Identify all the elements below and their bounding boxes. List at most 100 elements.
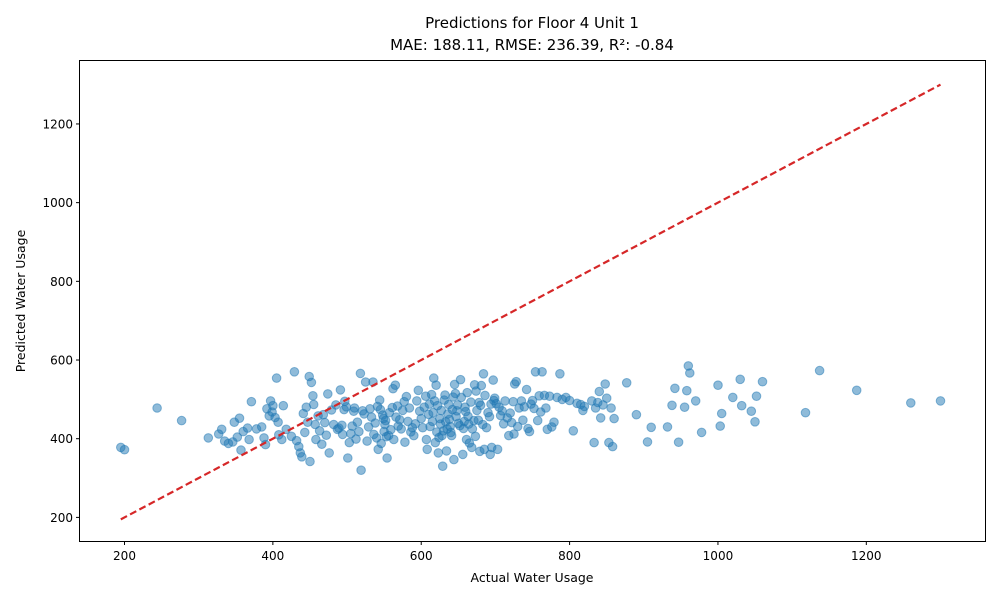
data-point (446, 430, 457, 441)
data-point (362, 436, 372, 446)
data-point (601, 393, 612, 404)
data-point (814, 365, 825, 376)
data-point (521, 384, 532, 395)
data-point (642, 437, 653, 447)
data-point (518, 415, 528, 426)
data-point (736, 400, 747, 411)
data-point (449, 454, 459, 465)
data-point (355, 368, 366, 379)
data-point (421, 434, 432, 445)
data-point (352, 417, 363, 428)
y-axis-ticks: 200 400 600 800 1000 1200 (42, 117, 80, 525)
data-point (176, 415, 187, 426)
data-point (354, 426, 364, 437)
y-tick-label: 200 (50, 511, 73, 525)
data-point (320, 417, 330, 428)
data-point (401, 391, 412, 402)
data-point (343, 453, 353, 463)
data-point (524, 426, 535, 437)
data-point (441, 446, 452, 456)
data-point (433, 448, 444, 458)
data-point (935, 396, 946, 406)
data-point (690, 396, 701, 406)
data-point (317, 439, 327, 450)
y-tick-label: 1200 (42, 117, 73, 131)
data-point (246, 396, 257, 407)
data-point (600, 379, 611, 389)
data-point (410, 419, 421, 429)
data-point (412, 396, 422, 406)
y-tick-label: 600 (50, 354, 73, 368)
data-point (662, 422, 673, 432)
data-point (308, 399, 319, 410)
data-point (455, 374, 466, 385)
data-point (404, 403, 415, 413)
data-point (297, 452, 307, 462)
data-point (422, 444, 433, 455)
data-point (394, 415, 405, 425)
data-point (851, 385, 862, 396)
data-point (549, 417, 559, 428)
data-point (431, 380, 441, 391)
data-point (337, 420, 347, 431)
x-tick-label: 1000 (703, 549, 734, 563)
data-point (273, 417, 283, 428)
data-point (505, 408, 516, 418)
data-point (370, 418, 381, 428)
data-point (500, 396, 510, 406)
data-point (735, 374, 746, 385)
x-axis-ticks: 200 400 600 800 1000 1200 (113, 541, 882, 563)
data-point (337, 429, 348, 440)
chart-subtitle: MAE: 188.11, RMSE: 236.39, R²: -0.84 (390, 36, 674, 54)
data-point (462, 387, 473, 398)
data-point (594, 386, 605, 397)
data-point (750, 417, 760, 427)
data-point (488, 375, 499, 385)
x-axis-label: Actual Water Usage (470, 570, 593, 585)
data-point (323, 389, 333, 399)
data-point (277, 434, 287, 445)
data-point (751, 391, 762, 402)
data-point (606, 403, 616, 413)
data-point (476, 380, 487, 391)
data-point (537, 367, 547, 377)
data-point (119, 444, 130, 455)
data-point (289, 367, 300, 377)
data-point (416, 413, 427, 424)
y-tick-label: 400 (50, 432, 73, 446)
data-point (509, 429, 519, 439)
data-point (492, 444, 503, 455)
data-point (646, 422, 657, 433)
data-point (349, 403, 360, 413)
data-point (440, 390, 450, 400)
data-point (800, 407, 811, 418)
data-point (458, 449, 468, 460)
data-point (906, 398, 916, 408)
data-point (234, 413, 245, 424)
data-point (541, 403, 551, 413)
data-point (152, 403, 162, 413)
data-point (728, 392, 738, 403)
data-point (216, 424, 227, 435)
y-axis-label: Predicted Water Usage (13, 229, 28, 372)
x-tick-label: 400 (261, 549, 284, 563)
data-point (466, 442, 477, 453)
data-point (308, 391, 318, 401)
x-tick-label: 800 (558, 549, 581, 563)
data-point (437, 461, 448, 472)
data-point (713, 380, 723, 391)
data-point (256, 422, 267, 432)
data-point (478, 369, 489, 379)
y-tick-label: 1000 (42, 196, 73, 210)
data-point (268, 400, 278, 411)
data-point (715, 421, 726, 431)
data-point (679, 402, 690, 413)
data-point (389, 434, 399, 445)
data-point (400, 437, 410, 448)
reference-line (120, 83, 942, 521)
data-point (673, 437, 684, 448)
data-point (609, 413, 619, 424)
y-tick-label: 800 (50, 275, 73, 289)
data-point (242, 423, 253, 433)
